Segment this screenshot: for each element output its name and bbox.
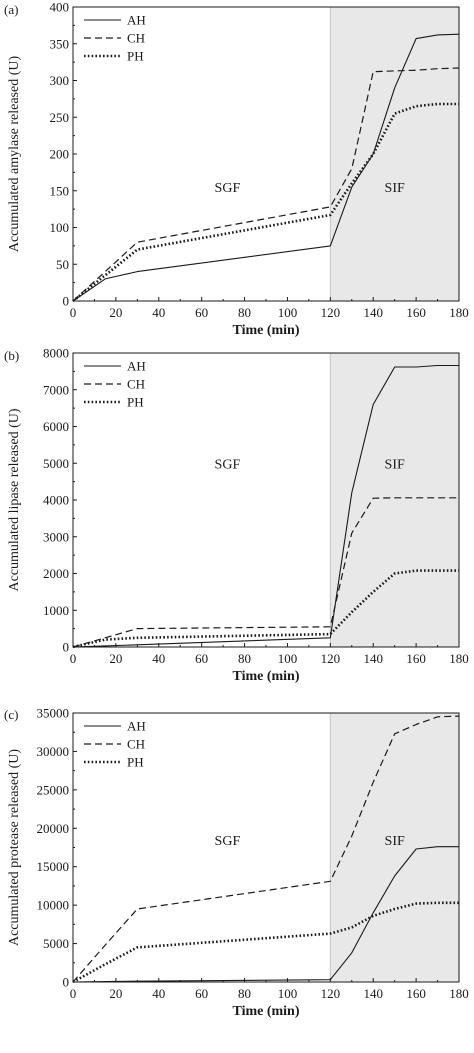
y-tick-label: 8000 bbox=[43, 346, 69, 361]
series-line-ch bbox=[72, 67, 460, 302]
x-tick-label: 180 bbox=[449, 986, 469, 1001]
y-tick-label: 10000 bbox=[37, 898, 70, 913]
x-tick-label: 20 bbox=[109, 651, 122, 666]
shaded-region-sif bbox=[330, 7, 459, 301]
panel-label: (b) bbox=[4, 348, 19, 363]
panel-label: (a) bbox=[4, 2, 18, 17]
x-tick-label: 40 bbox=[152, 305, 165, 320]
x-axis-title: Time (min) bbox=[232, 1004, 299, 1019]
y-tick-label: 35000 bbox=[37, 706, 70, 721]
legend-label-ph: PH bbox=[127, 49, 144, 64]
chart-panel-1: SGF SIF 0 20 40 60 80 100 120 140 160 180 0 50 100 150 2… bbox=[4, 0, 469, 338]
shaded-region-sif bbox=[330, 353, 459, 647]
y-tick-label: 2000 bbox=[43, 566, 69, 581]
y-tick-label: 100 bbox=[50, 220, 70, 235]
y-tick-label: 4000 bbox=[43, 493, 69, 508]
x-tick-label: 160 bbox=[406, 986, 426, 1001]
shaded-region-sif bbox=[330, 713, 459, 982]
x-axis-title: Time (min) bbox=[232, 669, 299, 684]
y-tick-label: 250 bbox=[50, 110, 70, 125]
x-tick-label: 120 bbox=[321, 651, 341, 666]
legend-label-ph: PH bbox=[127, 755, 144, 770]
x-tick-label: 180 bbox=[449, 305, 469, 320]
x-tick-label: 40 bbox=[152, 651, 165, 666]
series-line-ch bbox=[72, 497, 459, 648]
y-axis-title: Accumulated amylase released (U) bbox=[7, 56, 22, 253]
y-tick-label: 400 bbox=[50, 0, 70, 15]
y-tick-label: 3000 bbox=[43, 529, 69, 544]
x-tick-label: 0 bbox=[70, 651, 77, 666]
y-tick-label: 6000 bbox=[43, 419, 69, 434]
chart-panel-3: SGF SIF 0 20 40 60 80 100 120 140 160 180 0 5000 10000… bbox=[4, 706, 469, 1020]
x-tick-label: 120 bbox=[321, 986, 341, 1001]
region-label-sif: SIF bbox=[385, 457, 405, 472]
legend-label-ch: CH bbox=[127, 737, 145, 752]
y-tick-label: 0 bbox=[63, 640, 70, 655]
y-tick-label: 5000 bbox=[43, 936, 69, 951]
x-tick-label: 20 bbox=[109, 305, 122, 320]
x-tick-label: 140 bbox=[363, 651, 383, 666]
region-label-sif: SIF bbox=[385, 181, 405, 196]
x-tick-label: 0 bbox=[70, 305, 77, 320]
y-tick-label: 5000 bbox=[43, 456, 69, 471]
series-line-ch bbox=[72, 715, 460, 983]
y-tick-label: 150 bbox=[50, 183, 70, 198]
x-tick-label: 20 bbox=[109, 986, 122, 1001]
legend-label-ah: AH bbox=[127, 13, 146, 28]
series-line-ah bbox=[72, 33, 460, 302]
x-tick-label: 80 bbox=[238, 651, 251, 666]
x-tick-label: 100 bbox=[278, 305, 298, 320]
series-line-ah bbox=[72, 846, 459, 983]
legend-label-ch: CH bbox=[127, 31, 145, 46]
x-tick-label: 60 bbox=[195, 986, 208, 1001]
region-label-sif: SIF bbox=[385, 834, 405, 849]
region-label-sgf: SGF bbox=[215, 457, 241, 472]
x-tick-label: 100 bbox=[278, 986, 298, 1001]
y-tick-label: 20000 bbox=[37, 821, 70, 836]
y-tick-label: 50 bbox=[56, 257, 69, 272]
x-tick-label: 0 bbox=[70, 986, 77, 1001]
y-axis-title: Accumulated protease released (U) bbox=[7, 749, 22, 946]
legend-label-ph: PH bbox=[127, 395, 144, 410]
x-tick-label: 80 bbox=[238, 305, 251, 320]
y-tick-label: 15000 bbox=[37, 859, 70, 874]
y-tick-label: 0 bbox=[63, 294, 70, 309]
y-tick-label: 300 bbox=[50, 73, 70, 88]
x-tick-label: 120 bbox=[321, 305, 341, 320]
series-line-ph bbox=[72, 901, 459, 984]
series-line-ph bbox=[72, 102, 459, 303]
legend-label-ah: AH bbox=[127, 719, 146, 734]
y-tick-label: 350 bbox=[50, 36, 70, 51]
x-tick-label: 60 bbox=[195, 305, 208, 320]
x-tick-label: 80 bbox=[238, 986, 251, 1001]
x-tick-label: 140 bbox=[363, 986, 383, 1001]
y-tick-label: 200 bbox=[50, 147, 70, 162]
y-tick-label: 1000 bbox=[43, 603, 69, 618]
region-label-sgf: SGF bbox=[215, 834, 241, 849]
x-tick-label: 180 bbox=[449, 651, 469, 666]
y-tick-label: 0 bbox=[63, 975, 70, 990]
y-axis-title: Accumulated lipase released (U) bbox=[7, 408, 22, 591]
series-line-ah bbox=[72, 364, 459, 648]
y-tick-label: 25000 bbox=[37, 782, 70, 797]
x-tick-label: 60 bbox=[195, 651, 208, 666]
y-tick-label: 30000 bbox=[37, 744, 70, 759]
legend-label-ah: AH bbox=[127, 359, 146, 374]
panel-label: (c) bbox=[4, 707, 18, 722]
region-label-sgf: SGF bbox=[215, 181, 241, 196]
y-tick-label: 7000 bbox=[43, 382, 69, 397]
x-tick-label: 40 bbox=[152, 986, 165, 1001]
legend-label-ch: CH bbox=[127, 377, 145, 392]
x-axis-title: Time (min) bbox=[232, 323, 299, 338]
x-tick-label: 160 bbox=[406, 305, 426, 320]
x-tick-label: 160 bbox=[406, 651, 426, 666]
chart-panel-2: SGF SIF 0 20 40 60 80 100 120 140 160 180 0 1000 2000 3… bbox=[4, 346, 469, 685]
x-tick-label: 140 bbox=[363, 305, 383, 320]
x-tick-label: 100 bbox=[278, 651, 298, 666]
